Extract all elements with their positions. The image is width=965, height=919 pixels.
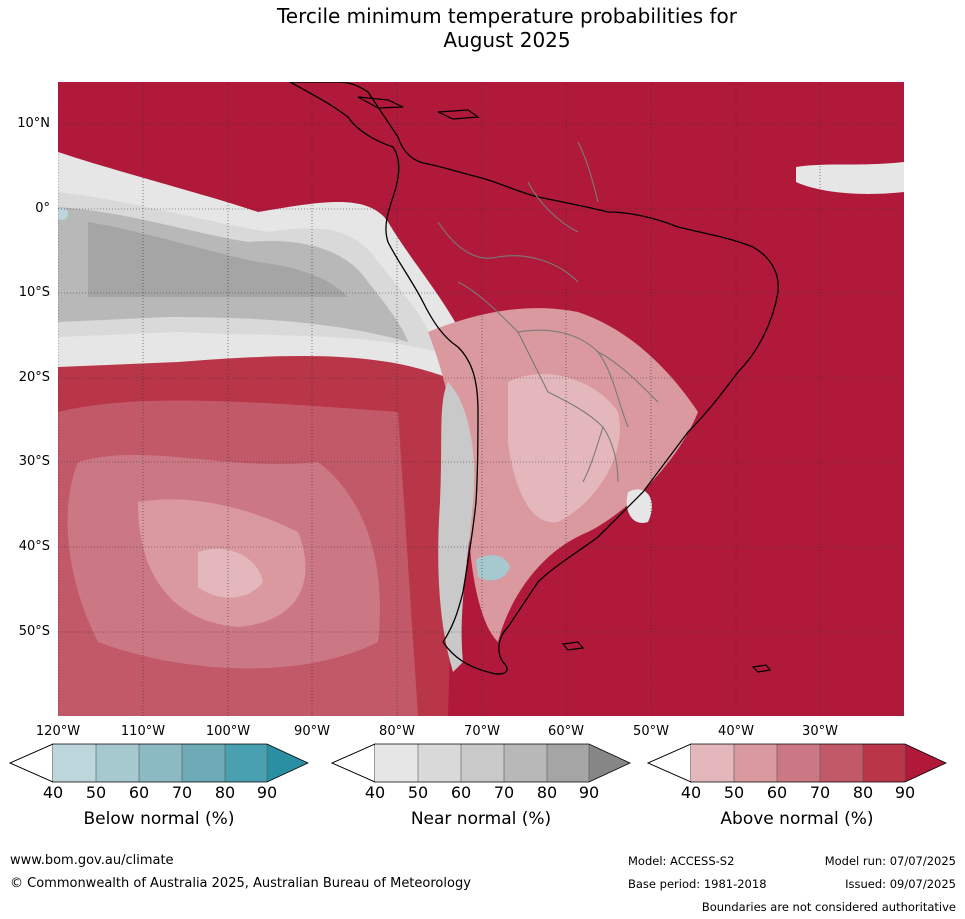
cbar-below-tick: 40 xyxy=(42,783,64,802)
lat-label: 10°N xyxy=(17,116,50,131)
cbar-below-tick: 50 xyxy=(85,783,107,802)
lat-label: 50°S xyxy=(18,624,50,639)
region-atlantic-near-2 xyxy=(626,489,652,523)
lon-label: 120°W xyxy=(35,724,81,739)
region-land-above-40 xyxy=(508,373,620,523)
cbar-below-tick: 80 xyxy=(214,783,236,802)
chart-title: Tercile minimum temperature probabilitie… xyxy=(0,4,965,52)
cbar-above-swatch xyxy=(863,744,905,782)
region-atlantic-near xyxy=(796,162,904,194)
cbar-above-tick: 90 xyxy=(894,783,916,802)
cbar-above-min-arrow xyxy=(647,743,692,783)
lon-label: 50°W xyxy=(633,724,669,739)
cbar-near-swatch xyxy=(504,744,547,782)
cbar-below-max-arrow xyxy=(267,744,308,782)
lon-label: 110°W xyxy=(120,724,166,739)
cbar-below-swatch xyxy=(53,744,96,782)
copyright-text: © Commonwealth of Australia 2025, Austra… xyxy=(10,876,471,891)
cbar-below-title: Below normal (%) xyxy=(83,809,235,829)
cbar-near-tick: 40 xyxy=(364,783,386,802)
lon-label: 30°W xyxy=(802,724,838,739)
cbar-above-swatch xyxy=(777,744,820,782)
cbar-below-swatch xyxy=(182,744,225,782)
cbar-below-tick: 90 xyxy=(256,783,278,802)
lon-label: 80°W xyxy=(379,724,415,739)
model-run-text: Model run: 07/07/2025 xyxy=(824,854,956,868)
cbar-below-tick: 70 xyxy=(171,783,193,802)
lat-label: 10°S xyxy=(18,285,50,300)
cbar-above-title: Above normal (%) xyxy=(720,809,874,829)
cbar-near-tick: 50 xyxy=(407,783,429,802)
cbar-near-max-arrow xyxy=(589,744,630,782)
cbar-above-swatch xyxy=(820,744,863,782)
lat-label: 40°S xyxy=(18,539,50,554)
cbar-below-swatch xyxy=(225,744,267,782)
title-line-2: August 2025 xyxy=(443,28,571,52)
cbar-below-swatch xyxy=(139,744,182,782)
cbar-below-swatch xyxy=(96,744,139,782)
map-panel xyxy=(58,82,904,716)
lon-label: 90°W xyxy=(294,724,330,739)
region-patagonia-below xyxy=(476,555,510,581)
lat-label: 20°S xyxy=(18,370,50,385)
lon-label: 70°W xyxy=(464,724,500,739)
colorbar-below xyxy=(9,743,309,783)
cbar-above-swatch xyxy=(734,744,777,782)
cbar-below-tick: 60 xyxy=(128,783,150,802)
lat-label: 0° xyxy=(35,201,50,216)
cbar-above-max-arrow xyxy=(905,744,946,782)
issued-text: Issued: 09/07/2025 xyxy=(845,877,956,891)
lon-label: 40°W xyxy=(718,724,754,739)
region-above-40 xyxy=(198,548,263,598)
lat-label: 30°S xyxy=(18,454,50,469)
base-period-text: Base period: 1981-2018 xyxy=(628,877,767,891)
lon-label: 100°W xyxy=(205,724,251,739)
cbar-near-tick: 90 xyxy=(578,783,600,802)
coastline xyxy=(288,82,779,675)
cbar-near-title: Near normal (%) xyxy=(410,809,552,829)
region-andes-near xyxy=(438,382,475,672)
colorbar-near xyxy=(331,743,631,783)
country-borders xyxy=(437,141,659,483)
cbar-near-swatch xyxy=(461,744,504,782)
cbar-near-swatch xyxy=(547,744,589,782)
cbar-near-min-arrow xyxy=(331,743,376,783)
cbar-near-swatch xyxy=(375,744,418,782)
cbar-near-swatch xyxy=(418,744,461,782)
cbar-above-tick: 50 xyxy=(723,783,745,802)
cbar-above-tick: 40 xyxy=(680,783,702,802)
cbar-above-swatch xyxy=(691,744,734,782)
model-text: Model: ACCESS-S2 xyxy=(628,854,735,868)
lon-label: 60°W xyxy=(548,724,584,739)
title-line-1: Tercile minimum temperature probabilitie… xyxy=(276,4,738,28)
website-link[interactable]: www.bom.gov.au/climate xyxy=(10,853,174,868)
disclaimer-text: Boundaries are not considered authoritat… xyxy=(701,900,956,914)
region-below-40 xyxy=(58,208,68,220)
cbar-above-tick: 70 xyxy=(809,783,831,802)
cbar-near-tick: 70 xyxy=(493,783,515,802)
cbar-near-tick: 80 xyxy=(536,783,558,802)
cbar-above-tick: 60 xyxy=(766,783,788,802)
cbar-near-tick: 60 xyxy=(450,783,472,802)
probability-map xyxy=(58,82,904,716)
colorbar-above xyxy=(647,743,947,783)
cbar-below-min-arrow xyxy=(9,743,54,783)
region-near-80 xyxy=(88,222,348,297)
cbar-above-tick: 80 xyxy=(852,783,874,802)
islands xyxy=(357,96,772,673)
graticule xyxy=(58,82,904,716)
